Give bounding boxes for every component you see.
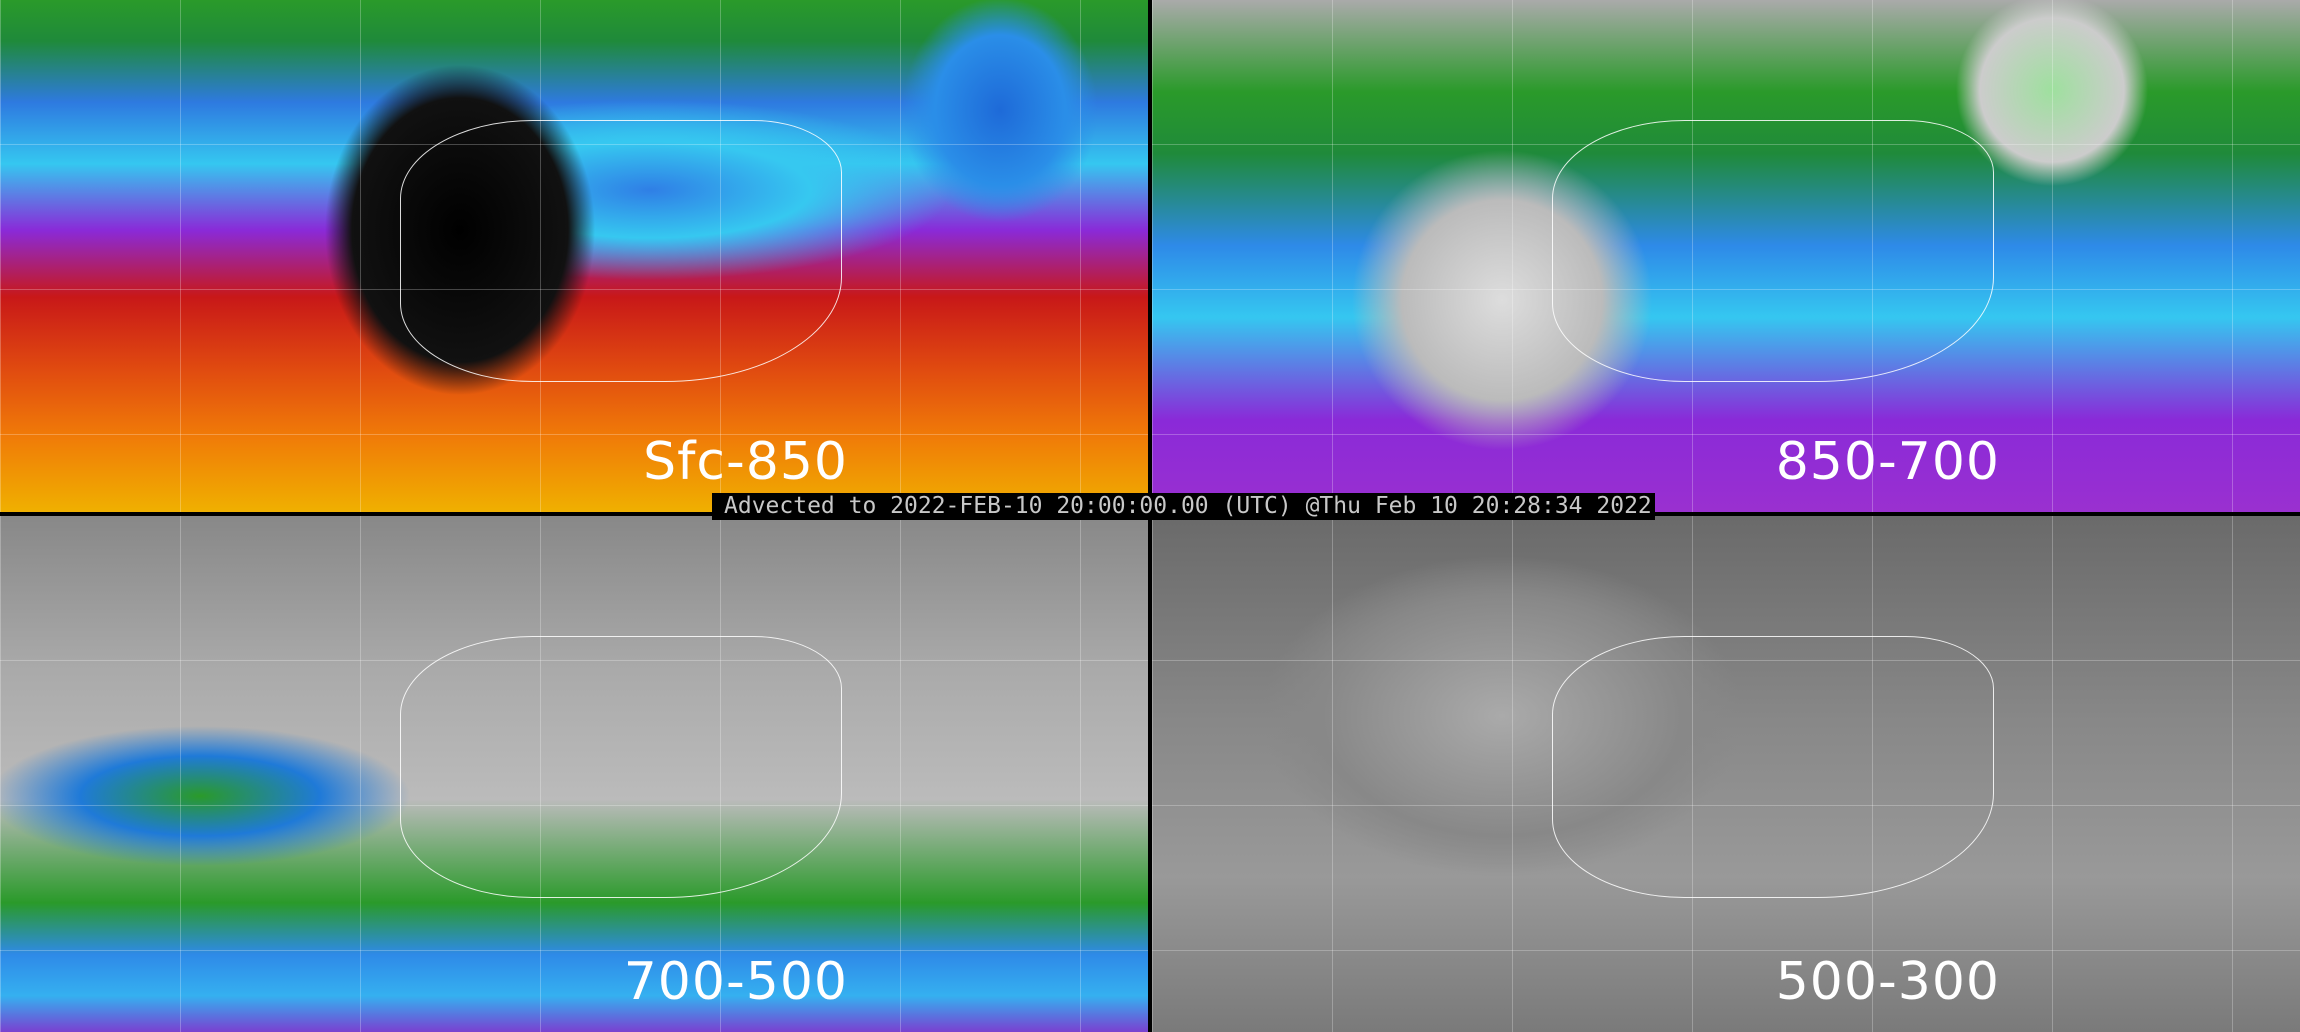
layer-label: 700-500 — [623, 952, 848, 1012]
panel-500-300: 500-300 — [1152, 516, 2300, 1032]
layer-label: 850-700 — [1775, 432, 2000, 492]
panel-sfc-850: Sfc-850 — [0, 0, 1148, 512]
map-outline — [1552, 120, 1994, 382]
panel-700-500: 700-500 — [0, 516, 1148, 1032]
map-outline — [400, 636, 842, 898]
layer-label: 500-300 — [1775, 952, 2000, 1012]
map-outline — [1552, 636, 1994, 898]
layer-label: Sfc-850 — [643, 432, 848, 492]
map-outline — [400, 120, 842, 382]
timestamp-banner: Advected to 2022-FEB-10 20:00:00.00 (UTC… — [712, 493, 1655, 520]
panel-850-700: 850-700 — [1152, 0, 2300, 512]
